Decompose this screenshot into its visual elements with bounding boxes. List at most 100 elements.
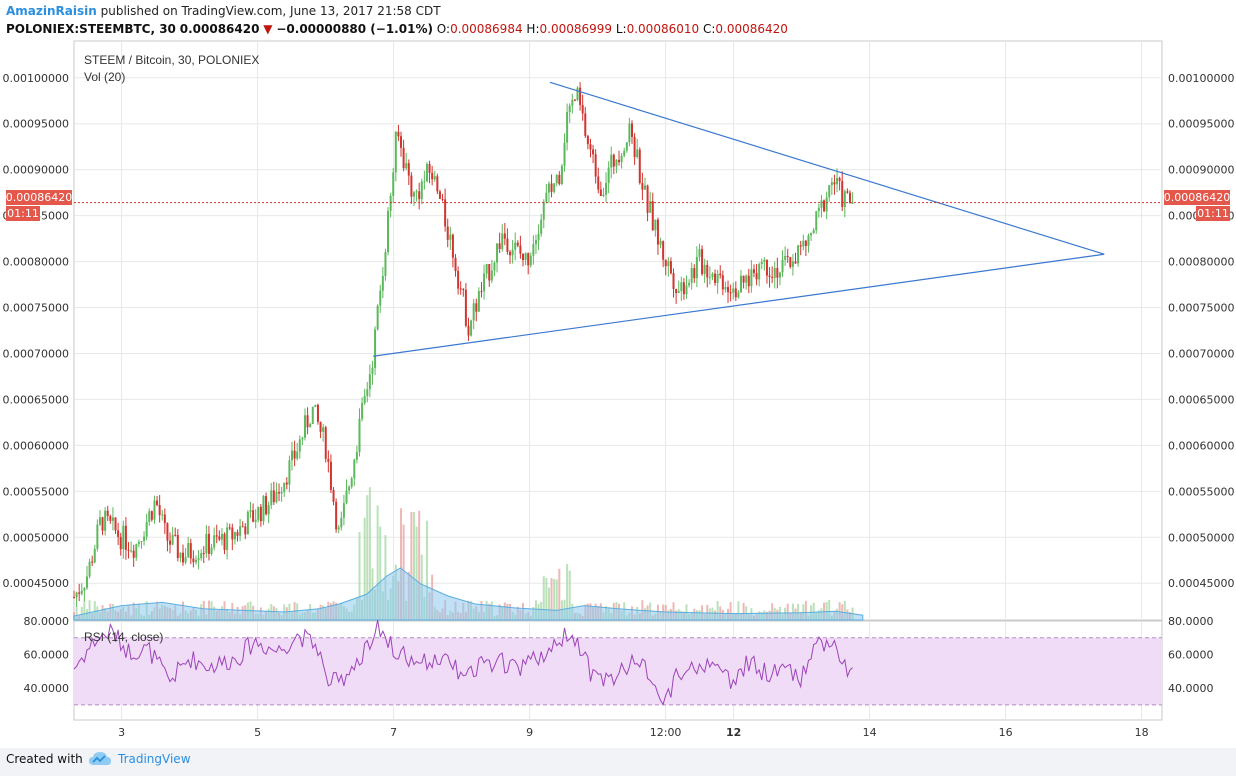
candle-body — [174, 534, 177, 536]
volume-bar — [412, 512, 415, 620]
candle-body — [493, 262, 496, 271]
time-tick: 12 — [726, 726, 741, 739]
candle-body — [836, 178, 839, 185]
candle-body — [584, 113, 587, 136]
volume-bar — [376, 505, 379, 620]
price-badge-left: 0.00086420 01:11 — [6, 190, 72, 221]
volume-bar — [545, 578, 548, 620]
candle-body — [389, 195, 392, 211]
candle-body — [257, 506, 260, 520]
candle-body — [555, 174, 558, 184]
candle-body — [130, 550, 133, 552]
candle-body — [402, 147, 405, 169]
candle-body — [737, 292, 740, 298]
author-link[interactable]: AmazinRaisin — [6, 4, 97, 18]
candle-body — [688, 282, 691, 286]
tradingview-brand-link[interactable]: TradingView — [118, 752, 191, 766]
trendline-lower[interactable] — [373, 253, 1105, 357]
volume-bar — [812, 602, 815, 620]
trendlines-layer[interactable] — [74, 81, 1162, 357]
volume-bar — [566, 564, 569, 620]
candle-body — [176, 534, 179, 558]
candle-body — [750, 269, 753, 287]
candle-body — [682, 282, 685, 295]
candle-body — [610, 154, 613, 168]
candle-body — [760, 261, 763, 265]
candle-body — [358, 418, 361, 453]
price-tick-left: 0.00100000 — [3, 72, 69, 85]
published-text: published on TradingView.com, June 13, 2… — [100, 4, 441, 18]
trendline-upper[interactable] — [549, 81, 1105, 255]
candle-body — [815, 211, 818, 231]
candle-body — [527, 253, 530, 266]
candle-body — [425, 163, 428, 182]
volume-bar — [358, 532, 361, 620]
candle-body — [259, 506, 262, 522]
candle-body — [625, 142, 628, 151]
candle-body — [830, 182, 833, 186]
candle-body — [316, 404, 319, 422]
volume-bar — [93, 601, 96, 620]
time-tick: 5 — [254, 726, 261, 739]
candle-body — [457, 271, 460, 289]
candle-body — [851, 202, 854, 204]
last-price: 0.00086420 — [179, 22, 260, 36]
candle-body — [607, 167, 610, 184]
candle-body — [488, 263, 491, 281]
candle-body — [210, 547, 213, 554]
candle-body — [789, 257, 792, 267]
candle-body — [265, 496, 268, 515]
price-tick-left: 0.00080000 — [3, 256, 69, 269]
candle-body — [179, 552, 182, 558]
candle-body — [239, 526, 242, 536]
candle-body — [319, 421, 322, 432]
price-tick-right: 0.00050000 — [1168, 531, 1234, 544]
candle-body — [677, 291, 680, 294]
price-chart[interactable]: 0.00045000 0.00045000 0.00050000 0.00050000… — [0, 0, 1236, 748]
candle-body — [817, 207, 820, 212]
candle-body — [721, 275, 724, 290]
volume-bar — [88, 600, 91, 620]
candle-body — [80, 590, 83, 594]
axes-layer: 0.00045000 0.00045000 0.00050000 0.00050000… — [3, 72, 1235, 739]
candle-body — [516, 242, 519, 246]
candle-body — [407, 163, 410, 176]
grid — [74, 41, 1162, 720]
volume-bar — [558, 568, 561, 620]
rsi-tick-right: 40.0000 — [1168, 682, 1214, 695]
candle-body — [459, 288, 462, 290]
price-badge-left-timer: 01:11 — [7, 207, 39, 220]
candle-body — [672, 273, 675, 289]
candle-body — [740, 275, 743, 293]
candle-body — [724, 287, 727, 290]
volume-bar — [75, 606, 78, 620]
candle-body — [410, 175, 413, 197]
candle-body — [132, 550, 135, 558]
volume-bar — [555, 579, 558, 620]
volume-bar — [742, 603, 745, 620]
candle-body — [272, 490, 275, 503]
volume-label: Vol (20) — [84, 70, 125, 84]
candle-body — [651, 201, 654, 231]
volume-bar — [771, 603, 774, 620]
candle-body — [573, 99, 576, 101]
candle-body — [745, 275, 748, 283]
candle-body — [742, 275, 745, 283]
candle-body — [213, 535, 216, 548]
candle-body — [599, 189, 602, 196]
candle-body — [480, 291, 483, 293]
volume-bar — [366, 495, 369, 620]
candle-body — [659, 241, 662, 245]
candle-body — [841, 180, 844, 208]
candle-body — [470, 320, 473, 336]
rsi-tick-right: 60.0000 — [1168, 649, 1214, 662]
candle-body — [571, 99, 574, 106]
volume-bar — [363, 517, 366, 620]
volume-bar — [542, 576, 545, 620]
candle-body — [534, 240, 537, 245]
candle-body — [521, 253, 524, 260]
candle-body — [690, 268, 693, 283]
candle-body — [646, 185, 649, 213]
price-tick-left: 0.00055000 — [3, 485, 69, 498]
candle-body — [706, 264, 709, 278]
